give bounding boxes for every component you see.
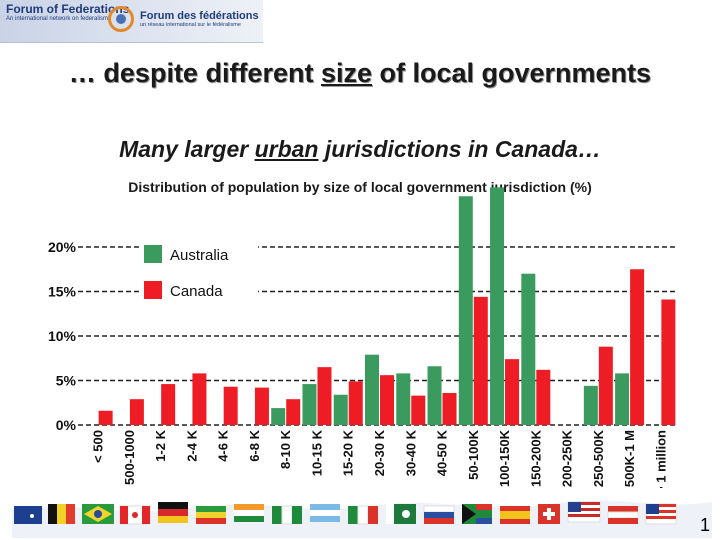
y-tick-label: 15% xyxy=(48,284,77,300)
bar-canada xyxy=(505,359,520,425)
bar-australia xyxy=(490,187,505,425)
y-axis-ticks: 0% 5% 10% 15% 20% xyxy=(48,239,77,433)
chart-legend: Australia Canada xyxy=(140,237,258,301)
x-tick-label: < 500 xyxy=(91,430,106,463)
x-tick-label: 200-250K xyxy=(560,429,575,487)
x-tick-label: 4-6 K xyxy=(216,429,231,461)
bar-canada xyxy=(192,373,207,425)
flag-south-africa-icon xyxy=(462,504,492,524)
x-tick-label: 500-1000 xyxy=(122,430,137,485)
subtitle-post: jurisdictions in Canada… xyxy=(318,136,601,162)
bar-australia xyxy=(396,373,411,425)
x-tick-label: 10-15 K xyxy=(309,429,324,476)
legend-label: Canada xyxy=(170,283,223,300)
flag-pakistan-icon xyxy=(386,504,416,524)
bar-australia xyxy=(302,384,317,425)
y-tick-label: 0% xyxy=(56,417,77,433)
flag-switzerland-icon xyxy=(538,504,560,524)
flag-india-icon xyxy=(234,504,264,522)
bar-canada xyxy=(536,369,551,425)
subtitle-pre: Many larger xyxy=(119,136,255,162)
flag-nigeria-icon xyxy=(272,505,302,525)
legend-swatch xyxy=(144,245,162,263)
flag-united-states-icon xyxy=(567,501,601,523)
x-tick-label: 50-100K xyxy=(466,429,481,479)
slide-title: … despite different size of local govern… xyxy=(0,58,720,89)
bar-australia xyxy=(271,408,286,425)
bar-australia xyxy=(333,394,348,425)
flag-australia-icon xyxy=(14,506,42,524)
bar-canada xyxy=(223,386,238,425)
x-tick-label: 150-200K xyxy=(528,429,543,487)
y-tick-label: 5% xyxy=(56,373,77,389)
subtitle-emph: urban xyxy=(254,136,319,162)
bar-australia xyxy=(583,385,598,425)
flag-brazil-icon xyxy=(82,504,114,524)
logo-left-tagline: An international network on federalism xyxy=(6,16,109,22)
bar-australia xyxy=(427,366,442,425)
logo-right-title: Forum des fédérations xyxy=(140,10,259,22)
bar-canada xyxy=(161,384,176,425)
flag-russia-icon xyxy=(423,505,455,524)
flag-germany-icon xyxy=(158,502,188,523)
bar-canada xyxy=(411,395,426,425)
flag-ethiopia-icon xyxy=(196,506,226,524)
x-tick-label: 250-500K xyxy=(591,429,606,487)
bar-australia xyxy=(615,373,630,425)
x-tick-label: 40-50 K xyxy=(435,429,450,476)
bar-canada xyxy=(348,381,363,425)
bar-canada xyxy=(129,399,144,425)
bar-canada xyxy=(98,410,113,425)
bar-australia xyxy=(458,196,473,425)
x-tick-label: 100-150K xyxy=(497,429,512,487)
x-tick-label: 1-2 K xyxy=(153,429,168,461)
flag-austria-icon xyxy=(607,506,639,524)
forum-emblem-icon xyxy=(108,6,134,32)
logo-right-tagline: un réseau international sur le fédéralis… xyxy=(140,22,241,28)
bar-canada xyxy=(661,299,676,425)
bar-canada xyxy=(598,346,613,425)
bar-australia xyxy=(521,273,536,425)
title-post: of local governments xyxy=(372,58,652,88)
flag-spain-icon xyxy=(500,506,530,524)
title-emph: size xyxy=(320,58,372,88)
x-tick-label: 2-4 K xyxy=(184,429,199,461)
legend-swatch xyxy=(144,281,162,299)
title-pre: … despite different xyxy=(68,58,321,88)
bar-canada xyxy=(442,392,457,425)
flag-canada-icon xyxy=(119,505,151,525)
y-tick-label: 10% xyxy=(48,328,77,344)
logo-left: Forum of Federations An international ne… xyxy=(6,2,129,22)
logo-left-title: Forum of Federations xyxy=(6,2,130,16)
flag-mexico-icon xyxy=(348,505,378,525)
x-tick-label: 20-30 K xyxy=(372,429,387,476)
slide-subtitle: Many larger urban jurisdictions in Canad… xyxy=(0,136,720,163)
bar-canada xyxy=(254,387,269,425)
legend-label: Australia xyxy=(170,247,229,264)
bar-canada xyxy=(380,375,394,425)
flag-belgium-icon xyxy=(48,504,75,524)
x-tick-label: 500K-1 M xyxy=(622,430,637,487)
bar-canada xyxy=(317,367,332,425)
page-number: 1 xyxy=(699,515,710,535)
x-tick-label: 15-20 K xyxy=(341,429,356,476)
bar-canada xyxy=(286,399,301,425)
flag-malaysia-icon xyxy=(645,503,677,525)
chart-title: Distribution of population by size of lo… xyxy=(128,179,592,195)
x-tick-label: > 1 million xyxy=(653,430,668,488)
bar-australia xyxy=(365,354,379,425)
x-tick-label: 30-40 K xyxy=(403,429,418,476)
bars xyxy=(98,187,676,425)
logo-right: Forum des fédérations un réseau internat… xyxy=(140,10,259,28)
x-tick-label: 6-8 K xyxy=(247,429,262,461)
x-tick-label: 8-10 K xyxy=(278,429,293,469)
flag-argentina-icon xyxy=(310,504,340,522)
bar-canada xyxy=(630,269,645,425)
y-tick-label: 20% xyxy=(48,239,77,255)
country-flags-strip xyxy=(12,500,712,538)
population-distribution-chart: Distribution of population by size of lo… xyxy=(48,179,676,488)
bar-canada xyxy=(473,296,488,425)
forum-logo-banner: Forum of Federations An international ne… xyxy=(0,0,263,43)
x-axis-ticks: < 500 500-1000 1-2 K 2-4 K 4-6 K 6-8 K 8-10 K 1… xyxy=(91,429,669,488)
